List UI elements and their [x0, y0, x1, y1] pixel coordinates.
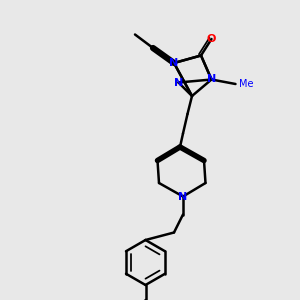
Text: O: O: [207, 34, 216, 44]
Text: N: N: [207, 74, 216, 85]
Text: N: N: [178, 191, 188, 202]
Text: N: N: [169, 58, 178, 68]
Text: N: N: [174, 77, 183, 88]
Text: Me: Me: [239, 79, 254, 89]
